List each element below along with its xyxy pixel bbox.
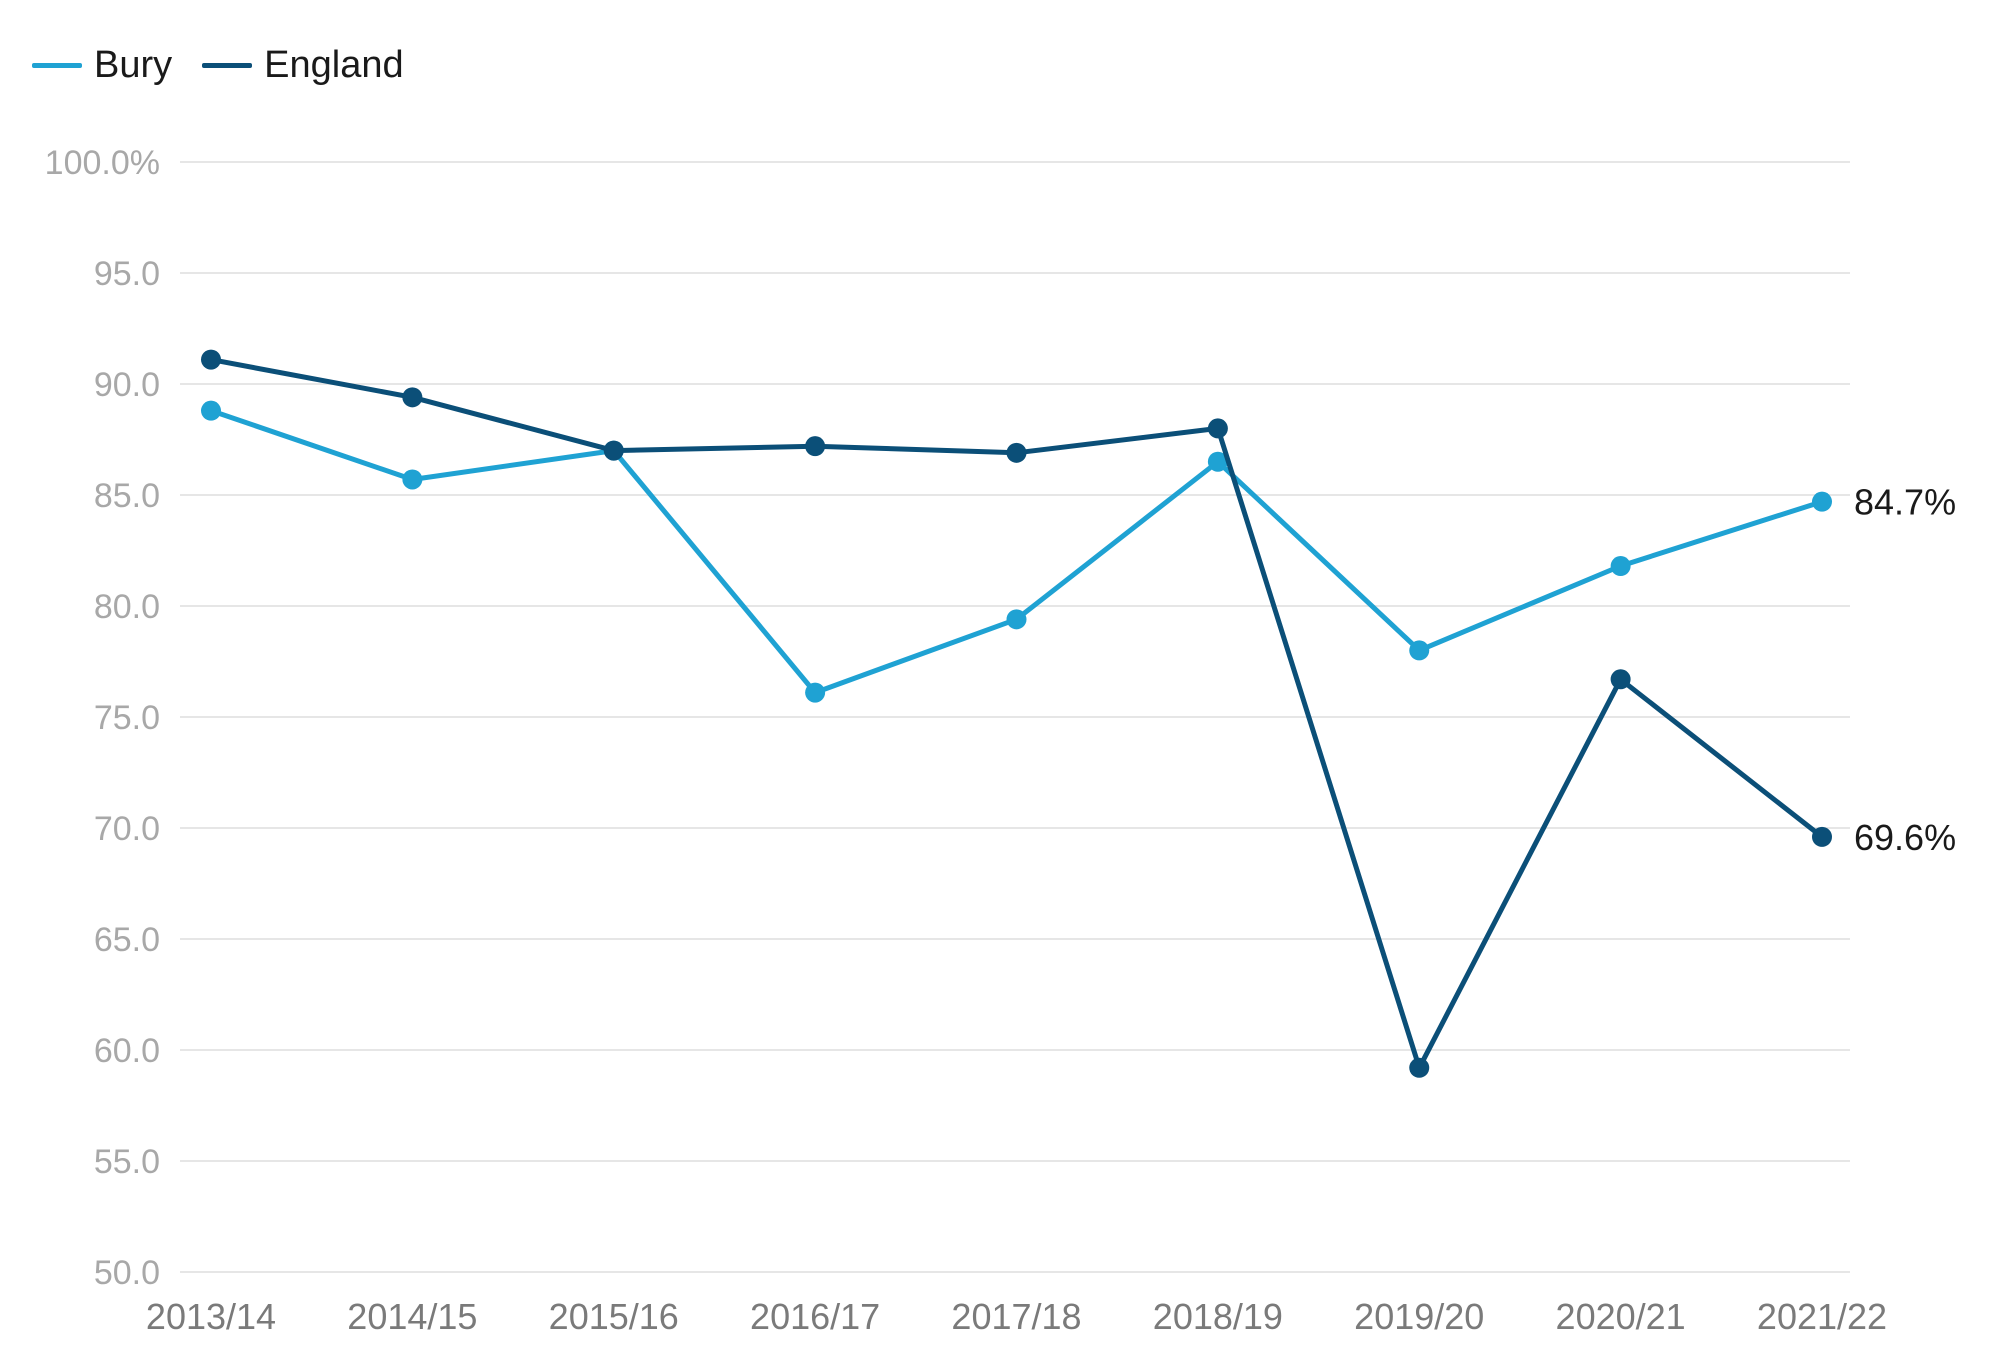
y-tick-label-9: 55.0 [94,1143,160,1181]
data-point-bury-0 [201,400,221,421]
end-label-england: 69.6% [1854,817,1956,858]
data-point-england-5 [1207,418,1228,439]
data-point-england-1 [402,387,423,408]
y-tick-label-6: 70.0 [94,810,160,848]
data-point-bury-3 [805,682,826,703]
x-tick-label-5: 2018/19 [1153,1296,1283,1337]
series-line-england [208,357,1825,1071]
data-point-bury-6 [1409,640,1430,661]
data-point-england-4 [1006,442,1027,463]
x-tick-label-3: 2016/17 [750,1296,880,1337]
y-tick-label-7: 65.0 [94,921,160,959]
legend-item-bury: Bury [32,44,172,87]
legend: Bury England [32,44,434,87]
x-tick-label-4: 2017/18 [951,1296,1081,1337]
data-point-england-7 [1610,669,1631,690]
data-point-england-2 [603,440,624,461]
y-tick-label-0: 100.0% [45,144,160,182]
data-point-bury-7 [1610,556,1631,577]
x-tick-label-0: 2013/14 [146,1296,276,1337]
data-point-bury-4 [1006,609,1027,630]
x-tick-label-6: 2019/20 [1354,1296,1484,1337]
end-label-bury: 84.7% [1854,482,1956,523]
y-tick-label-1: 95.0 [94,255,160,293]
legend-swatch-bury [32,63,82,68]
x-tick-label-8: 2021/22 [1757,1296,1887,1337]
x-tick-label-7: 2020/21 [1556,1296,1686,1337]
y-tick-label-10: 50.0 [94,1254,160,1292]
legend-swatch-england [202,63,253,68]
data-point-england-0 [201,349,221,370]
legend-label-bury: Bury [94,44,173,86]
data-point-bury-5 [1207,451,1228,472]
x-tick-label-1: 2014/15 [347,1296,477,1337]
data-point-england-8 [1812,826,1832,847]
data-point-england-6 [1409,1057,1430,1078]
x-tick-label-2: 2015/16 [549,1296,679,1337]
y-tick-label-8: 60.0 [94,1032,160,1070]
y-tick-label-2: 90.0 [94,366,160,404]
legend-item-england: England [202,44,404,87]
y-tick-label-3: 85.0 [94,477,160,515]
data-point-bury-1 [402,469,423,490]
legend-label-england: England [264,44,404,86]
y-tick-label-5: 75.0 [94,699,160,737]
y-tick-label-4: 80.0 [94,588,160,626]
data-point-bury-8 [1812,491,1832,512]
data-point-england-3 [805,436,826,457]
